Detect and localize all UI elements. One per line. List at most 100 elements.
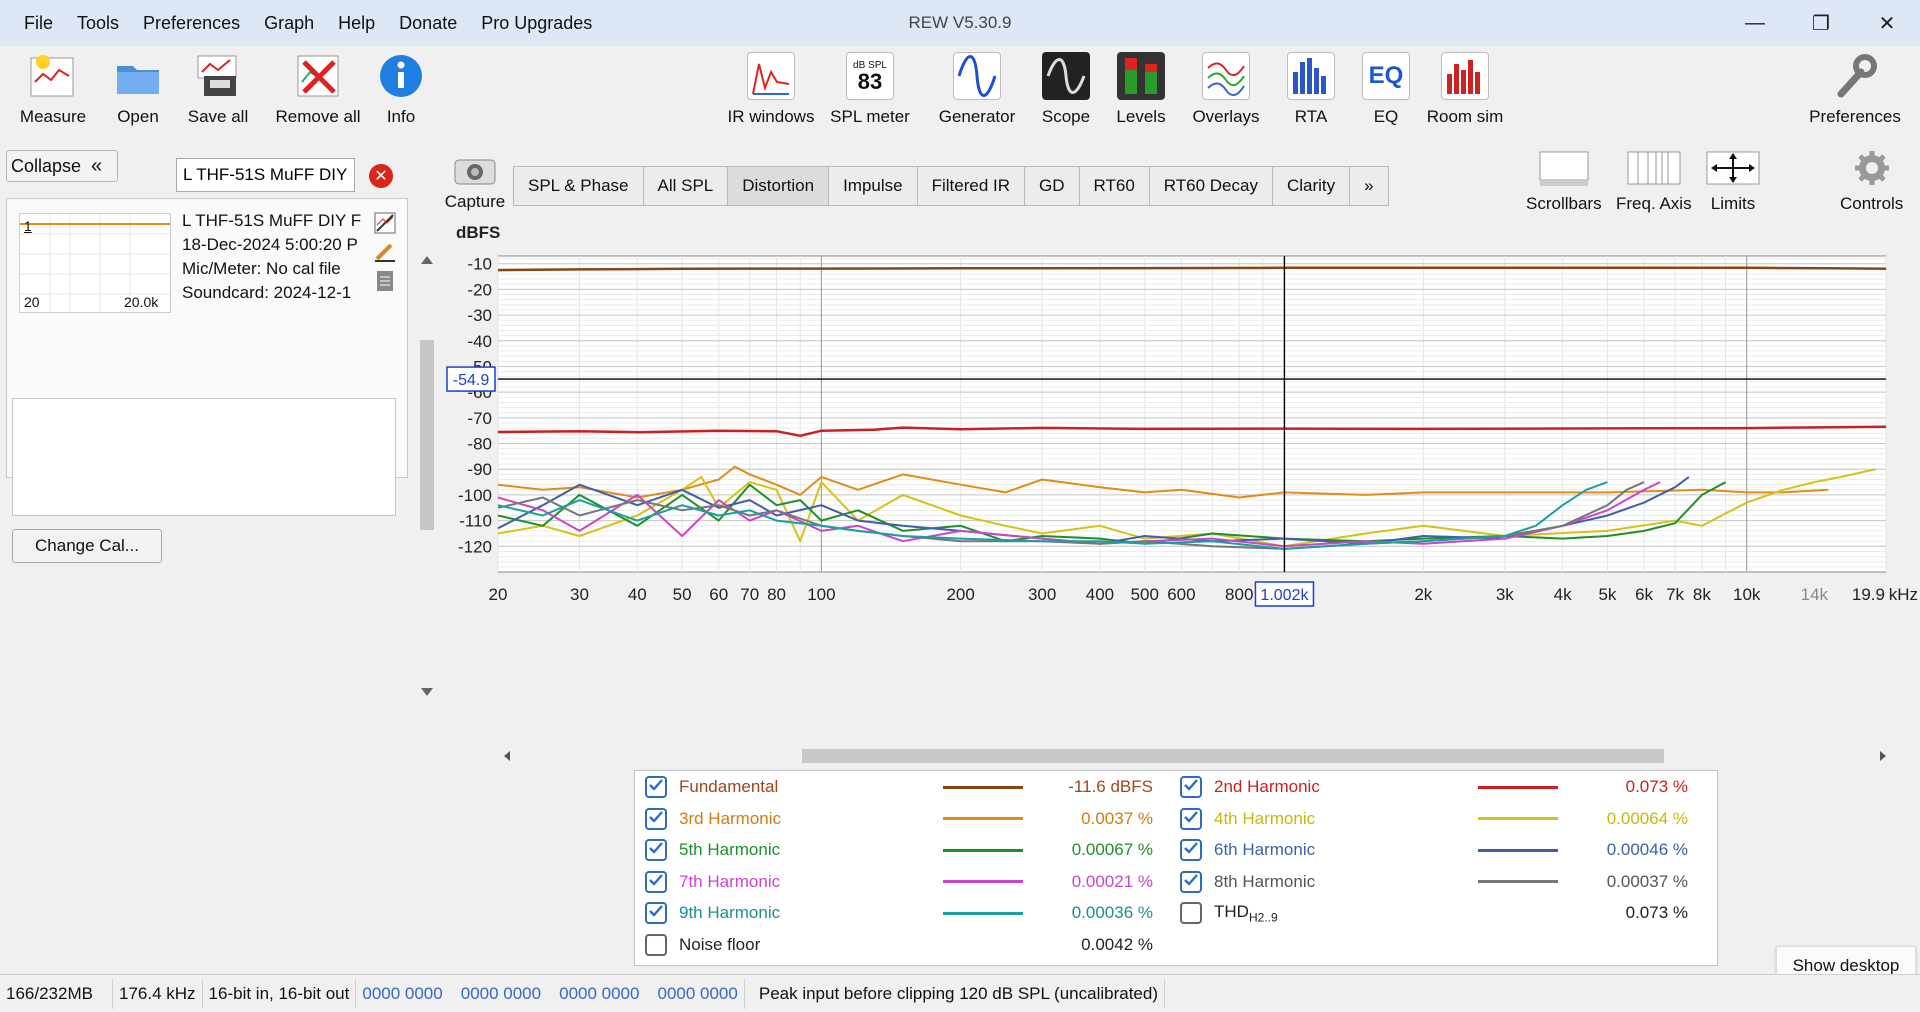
tab-filtered-ir[interactable]: Filtered IR	[916, 166, 1026, 206]
legend-line-swatch	[1478, 880, 1558, 883]
remove-all-button[interactable]: Remove all	[268, 52, 368, 127]
legend-checkbox-3rd-harmonic[interactable]	[645, 807, 667, 830]
title-bar: REW V5.30.9 File Tools Preferences Graph…	[0, 0, 1920, 46]
legend-checkbox-6th-harmonic[interactable]	[1180, 839, 1202, 861]
room-sim-button[interactable]: Room sim	[1415, 52, 1515, 127]
legend-checkbox-7th-harmonic[interactable]	[645, 870, 667, 893]
change-cal-button[interactable]: Change Cal...	[12, 529, 162, 563]
levels-button[interactable]: Levels	[1091, 52, 1191, 127]
left-scrollbar[interactable]	[418, 252, 436, 702]
main-toolbar: Measure Open Save all Remove all Info IR…	[0, 46, 1920, 142]
tab-rt60[interactable]: RT60	[1078, 166, 1150, 206]
legend-row-3rd-harmonic: 3rd Harmonic 0.0037 %	[645, 805, 1153, 833]
legend-row-fundamental: Fundamental -11.6 dBFS	[645, 773, 1153, 801]
preferences-button[interactable]: Preferences	[1805, 52, 1905, 127]
open-button[interactable]: Open	[88, 52, 188, 127]
pencil-icon[interactable]	[373, 239, 397, 263]
menu-file[interactable]: File	[24, 13, 54, 33]
window-controls: — ❐ ✕	[1722, 0, 1920, 46]
remove-measurement-button[interactable]: ✕	[369, 164, 393, 188]
legend-row-5th-harmonic: 5th Harmonic 0.00067 %	[645, 836, 1153, 864]
y-tick-label: -120	[458, 537, 492, 556]
series-line-fundamental	[497, 266, 1887, 272]
legend-line-swatch	[943, 817, 1023, 820]
tab-more[interactable]: »	[1349, 166, 1389, 206]
tab-impulse[interactable]: Impulse	[828, 166, 918, 206]
status-sample-rate: 176.4 kHz	[113, 978, 203, 1009]
legend-checkbox-noise-floor[interactable]	[645, 933, 667, 956]
generator-label: Generator	[938, 107, 1016, 126]
close-window-button[interactable]: ✕	[1854, 0, 1920, 46]
spl-meter-button[interactable]: dB SPL 83 SPL meter	[820, 52, 920, 127]
collapse-button[interactable]: Collapse «	[6, 150, 118, 182]
series-line-9th-harmonic	[497, 481, 1608, 550]
checkmark-icon	[1184, 872, 1198, 892]
menu-tools[interactable]: Tools	[77, 13, 120, 33]
graph-edit-icon[interactable]	[373, 211, 397, 235]
checkmark-icon	[649, 777, 663, 797]
rta-button[interactable]: RTA	[1261, 52, 1361, 127]
menu-donate[interactable]: Donate	[399, 13, 458, 33]
graph-horizontal-scrollbar[interactable]	[500, 746, 1890, 766]
y-tick-label: -30	[467, 306, 492, 325]
menu-graph[interactable]: Graph	[264, 13, 315, 33]
minimize-button[interactable]: —	[1722, 0, 1788, 46]
tab-rt60-decay[interactable]: RT60 Decay	[1148, 166, 1273, 206]
tab-spl-phase[interactable]: SPL & Phase	[513, 166, 644, 206]
legend-name-text: 3rd Harmonic	[679, 808, 782, 828]
tab-distortion[interactable]: Distortion	[727, 166, 830, 206]
overlays-button[interactable]: Overlays	[1176, 52, 1276, 127]
freq-axis-button[interactable]: Freq. Axis	[1616, 150, 1692, 214]
measure-button[interactable]: Measure	[3, 52, 103, 127]
legend-checkbox-5th-harmonic[interactable]	[645, 839, 667, 861]
legend-checkbox-fundamental[interactable]	[645, 776, 667, 798]
legend-line-swatch	[1478, 785, 1558, 789]
checkmark-icon	[1184, 809, 1198, 829]
legend-checkbox-2nd-harmonic[interactable]	[1180, 776, 1202, 798]
legend-name: Noise floor	[679, 935, 909, 955]
plot-area[interactable]	[497, 255, 1887, 573]
legend-name-text: 8th Harmonic	[1214, 871, 1316, 891]
x-tick-label: 4k	[1554, 585, 1572, 604]
scrollbars-button[interactable]: Scrollbars	[1526, 150, 1602, 214]
legend-row-4th-harmonic: 4th Harmonic 0.00064 %	[1180, 805, 1688, 833]
legend-checkbox-4th-harmonic[interactable]	[1180, 807, 1202, 830]
info-icon	[377, 52, 425, 100]
generator-button[interactable]: Generator	[927, 52, 1027, 127]
remove-all-icon	[294, 52, 342, 100]
scope-button[interactable]: Scope	[1016, 52, 1116, 127]
legend-row-7th-harmonic: 7th Harmonic 0.00021 %	[645, 868, 1153, 896]
menu-pro-upgrades[interactable]: Pro Upgrades	[481, 13, 593, 33]
legend-value: 0.00064 %	[1606, 808, 1688, 828]
eq-icon: EQ	[1362, 52, 1410, 100]
x-tick-label: 500	[1131, 585, 1159, 604]
eq-button[interactable]: EQ EQ	[1336, 52, 1436, 127]
limits-button[interactable]: Limits	[1705, 150, 1761, 214]
distortion-graph[interactable]: -10-20-30-40-50-60-70-80-90-100-110-120d…	[440, 223, 1920, 746]
controls-button[interactable]: Controls	[1840, 150, 1903, 214]
measurement-name-input[interactable]	[176, 158, 355, 192]
ir-windows-button[interactable]: IR windows	[721, 52, 821, 127]
distortion-legend: Fundamental -11.6 dBFS 3rd Harmonic 0.0037 …	[634, 770, 1718, 966]
y-axis-label: dBFS	[456, 226, 500, 242]
measurement-list[interactable]	[12, 398, 396, 516]
legend-checkbox-thd[interactable]	[1180, 902, 1202, 924]
tab-all-spl[interactable]: All SPL	[642, 166, 729, 206]
restore-button[interactable]: ❐	[1788, 0, 1854, 46]
save-all-label: Save all	[187, 107, 249, 126]
legend-checkbox-9th-harmonic[interactable]	[645, 902, 667, 924]
menu-preferences[interactable]: Preferences	[143, 13, 241, 33]
tab-gd[interactable]: GD	[1024, 166, 1080, 206]
distortion-graph-svg[interactable]: -10-20-30-40-50-60-70-80-90-100-110-120d…	[440, 223, 1920, 746]
info-button[interactable]: Info	[351, 52, 451, 127]
save-all-button[interactable]: Save all	[168, 52, 268, 127]
checkmark-icon	[649, 903, 663, 923]
menu-help[interactable]: Help	[338, 13, 376, 33]
levels-icon	[1117, 52, 1165, 100]
thumbnail-xmax: 20.0k	[124, 294, 159, 310]
notes-icon[interactable]	[373, 269, 397, 293]
legend-checkbox-8th-harmonic[interactable]	[1180, 870, 1202, 893]
measurement-thumbnail[interactable]: 1 20 20.0k	[19, 213, 171, 313]
tab-clarity[interactable]: Clarity	[1271, 166, 1351, 206]
capture-button[interactable]: Capture	[440, 152, 510, 212]
